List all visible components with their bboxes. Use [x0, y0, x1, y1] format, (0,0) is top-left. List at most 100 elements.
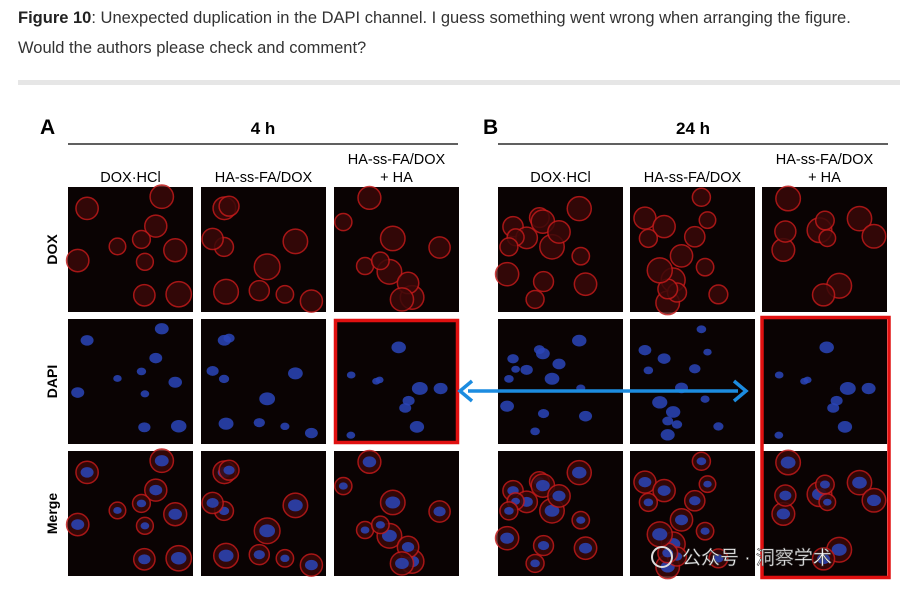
nucleus-blue [837, 421, 853, 433]
micrograph [334, 319, 459, 444]
nucleus-blue [206, 498, 219, 508]
panel-label: B [483, 116, 498, 139]
cell-red [775, 185, 802, 212]
cell-red [811, 283, 836, 307]
nucleus-blue [71, 387, 85, 398]
nucleus-blue [218, 374, 230, 384]
cell-red [571, 246, 591, 266]
cell-red [163, 238, 188, 263]
nucleus-blue [253, 550, 265, 560]
micrograph [333, 449, 459, 576]
nucleus-blue [346, 431, 356, 439]
cell-red [499, 237, 519, 257]
column-header: HA-ss-FA/DOX [776, 152, 874, 168]
cell-red [275, 284, 295, 304]
nucleus-blue [674, 514, 689, 526]
nucleus-blue [411, 382, 428, 395]
arrow-head [457, 379, 474, 403]
cell-red [132, 283, 156, 307]
nucleus-blue [572, 334, 587, 347]
nucleus-blue [530, 427, 540, 436]
cell-red [698, 211, 717, 230]
nucleus-blue [827, 403, 840, 413]
highlight-box [760, 315, 891, 580]
cell-red [357, 185, 382, 211]
caption-text: : Unexpected duplication in the DAPI cha… [18, 9, 851, 57]
nucleus-blue [433, 506, 446, 517]
cell-red [144, 214, 168, 238]
micrograph-bg [334, 319, 459, 444]
column-header: + HA [380, 170, 413, 186]
micrograph [762, 449, 887, 576]
panel-label: A [40, 116, 55, 139]
nucleus-blue [700, 395, 710, 403]
nucleus-blue [638, 344, 652, 356]
micrograph [201, 319, 326, 444]
nucleus-blue [671, 420, 683, 429]
nucleus-blue [401, 541, 415, 552]
nucleus-blue [140, 390, 150, 398]
nucleus-blue [360, 526, 370, 534]
nucleus-blue [375, 521, 385, 529]
nucleus-blue [504, 506, 514, 515]
nucleus-blue [689, 364, 701, 374]
nucleus-blue [253, 418, 265, 428]
nucleus-blue [381, 529, 397, 542]
nucleus-blue [520, 364, 533, 375]
cell-red [149, 184, 175, 210]
nucleus-blue [819, 341, 834, 354]
nucleus-blue [544, 504, 560, 517]
nucleus-blue [136, 367, 147, 376]
cell-red [532, 270, 555, 293]
cell-red [573, 272, 598, 297]
nucleus-blue [643, 498, 654, 507]
nucleus-blue [80, 335, 94, 346]
nucleus-blue [657, 353, 671, 364]
nucleus-blue [409, 421, 425, 433]
micrograph [201, 451, 326, 577]
nucleus-blue [170, 551, 187, 565]
cell-red [652, 214, 676, 239]
nucleus-blue [819, 480, 830, 489]
nucleus-blue [338, 482, 348, 490]
time-label: 24 h [676, 119, 710, 138]
cell-red [108, 237, 127, 256]
nucleus-blue [578, 410, 593, 422]
nucleus-blue [113, 507, 122, 514]
cell-red [846, 205, 873, 232]
nucleus-blue [168, 376, 182, 388]
micrograph [494, 187, 623, 312]
nucleus-blue [703, 348, 712, 356]
micrograph [630, 451, 755, 580]
nucleus-blue [500, 400, 514, 412]
nucleus-blue [535, 479, 550, 492]
nucleus-blue [154, 455, 169, 467]
cell-red [683, 225, 706, 248]
column-header: + HA [808, 170, 841, 186]
micrograph [762, 319, 887, 444]
nucleus-blue [507, 354, 519, 364]
nucleus-blue [391, 341, 406, 354]
nucleus-blue [774, 431, 784, 439]
nucleus-blue [206, 366, 219, 376]
nucleus-blue [700, 527, 710, 535]
cell-red [218, 195, 240, 217]
nucleus-blue [385, 496, 401, 509]
nucleus-blue [113, 375, 122, 382]
nucleus-blue [552, 490, 566, 502]
cell-red [646, 257, 673, 284]
cell-red [65, 248, 90, 273]
nucleus-blue [362, 456, 377, 468]
nucleus-blue [689, 496, 701, 506]
nucleus-blue [500, 532, 514, 544]
cell-red [691, 187, 712, 208]
column-header: DOX·HCl [100, 170, 160, 186]
nucleus-blue [544, 372, 560, 385]
caption: Figure 10: Unexpected duplication in the… [18, 3, 878, 63]
nucleus-blue [578, 542, 593, 554]
cell-red [213, 278, 240, 305]
nucleus-blue [779, 490, 792, 501]
cell-red [814, 210, 835, 231]
cell-red [299, 289, 324, 313]
